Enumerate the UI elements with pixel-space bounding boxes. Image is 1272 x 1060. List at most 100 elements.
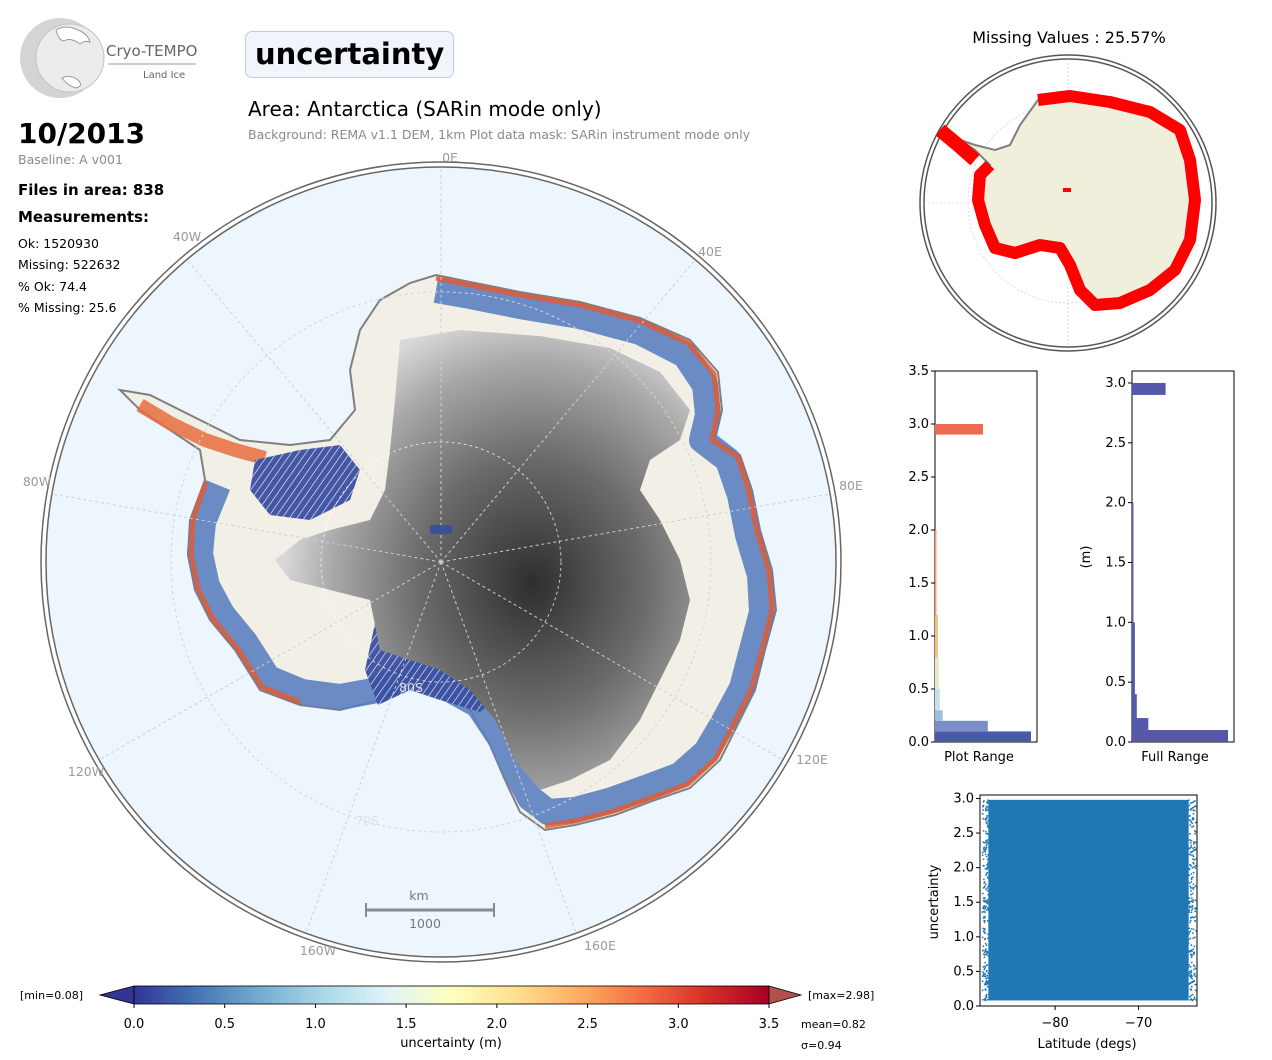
scatter-point: [1193, 841, 1195, 844]
scatter-point: [983, 919, 986, 922]
scatter-point: [987, 972, 990, 974]
scatter-point: [1188, 818, 1191, 821]
colorbar-max-extend: [768, 985, 803, 1005]
scatter-point: [982, 974, 985, 977]
hist-plot-xlabel: Plot Range: [944, 750, 1014, 765]
scatter-point: [985, 969, 988, 972]
scatter-point: [1190, 971, 1193, 973]
scatter-ytick-label: 1.0: [953, 930, 974, 945]
scatter-point: [1191, 801, 1193, 804]
scatter-point: [1194, 907, 1197, 909]
scatter-point: [1193, 809, 1196, 812]
scatter-point: [1192, 937, 1195, 940]
inset-missing-pole: [1063, 188, 1071, 192]
scatter-point: [1192, 948, 1195, 951]
scatter-point: [984, 850, 987, 853]
scatter-point: [984, 948, 987, 951]
logo-island: [61, 75, 82, 89]
vostok-patch: [430, 525, 452, 534]
scatter-point: [981, 911, 984, 914]
scatter-point: [1190, 846, 1193, 849]
scatter-point: [1190, 881, 1193, 883]
scatter-point: [984, 867, 987, 870]
scatter-point: [1190, 953, 1192, 956]
scatter-point: [987, 807, 990, 809]
scatter-point: [985, 846, 988, 849]
scatter-point: [986, 800, 989, 803]
colorbar-tick-label: 1.0: [305, 1017, 326, 1032]
scatter-point: [983, 881, 986, 883]
scatter-point: [983, 967, 986, 970]
scatter-point: [987, 937, 989, 940]
colorbar-tick-label: 1.5: [396, 1017, 417, 1032]
colorbar-tick-label: 0.5: [214, 1017, 235, 1032]
hist-bar: [935, 720, 988, 732]
scatter-point: [1192, 898, 1195, 901]
scatter-point: [1190, 994, 1192, 997]
scatter-point: [1194, 915, 1197, 918]
scatter-point: [985, 817, 988, 819]
scatter-point: [987, 865, 990, 868]
scatter-point: [987, 954, 990, 957]
scatter-xtick-label: −80: [1041, 1016, 1068, 1031]
scatter-point: [984, 818, 987, 821]
scatter-point: [1193, 858, 1196, 861]
scatter-point: [1190, 844, 1193, 847]
logo-name: Cryo-TEMPO: [106, 42, 197, 60]
scatter-point: [1195, 998, 1197, 1001]
scatter-point: [987, 819, 990, 822]
scatter-point: [986, 871, 989, 874]
scatter-point: [1187, 933, 1190, 936]
scatter-point: [1194, 805, 1197, 808]
scatter-point: [1188, 970, 1191, 973]
scatter-point: [987, 799, 990, 802]
lon-120e-label: 120E: [796, 752, 828, 767]
scatter-point: [983, 972, 986, 975]
scatter-point: [1189, 814, 1191, 817]
hist-ytick-label: 1.0: [908, 629, 929, 644]
scatter-point: [1192, 847, 1194, 850]
scatter-point: [987, 876, 989, 879]
measurements-title: Measurements:: [18, 208, 149, 226]
scatter-point: [986, 805, 988, 808]
scatter-point: [1188, 839, 1191, 841]
scatter-point: [1190, 975, 1192, 978]
scatter-point: [983, 931, 986, 934]
scatter-point: [1190, 854, 1192, 856]
scatter-point: [987, 933, 989, 936]
scatter-point: [987, 861, 989, 864]
scatter-point: [1189, 863, 1191, 866]
missing-count: Missing: 522632: [18, 257, 121, 272]
inset-missing-band: [972, 90, 1201, 311]
colorbar-tick-label: 3.0: [668, 1017, 689, 1032]
lat-70-circle: [170, 291, 712, 833]
scatter-point: [1193, 846, 1196, 849]
scatter-point: [1189, 965, 1192, 968]
cryo-tempo-logo: Cryo-TEMPO Land Ice: [20, 18, 197, 98]
scatter-point: [987, 893, 990, 896]
scatter-ytick-label: 0.5: [953, 964, 974, 979]
scatter-point: [1188, 911, 1191, 914]
scatter-point: [1190, 897, 1193, 900]
scatter-point: [1194, 920, 1197, 922]
scatter-point: [1188, 909, 1191, 912]
scatter-point: [985, 979, 988, 982]
scatter-point: [986, 950, 989, 953]
hist-ytick-label: 3.0: [908, 417, 929, 432]
scatter-point: [985, 901, 988, 904]
scatter-point: [1189, 988, 1192, 990]
scatter-point: [1192, 954, 1194, 956]
scatter-point: [982, 945, 985, 948]
scatter-point: [1187, 966, 1190, 968]
scatter-point: [1190, 809, 1192, 811]
inset-frame-outer: [919, 54, 1217, 352]
scatter-point: [1191, 876, 1194, 879]
scatter-point: [982, 886, 985, 889]
scatter-point: [1192, 928, 1195, 931]
hist-bar: [1132, 622, 1135, 695]
scatter-point: [1191, 892, 1194, 895]
scatter-point: [987, 854, 990, 856]
scatter-point: [984, 975, 987, 978]
scatter-point: [983, 846, 986, 849]
scatter-point: [985, 821, 988, 824]
